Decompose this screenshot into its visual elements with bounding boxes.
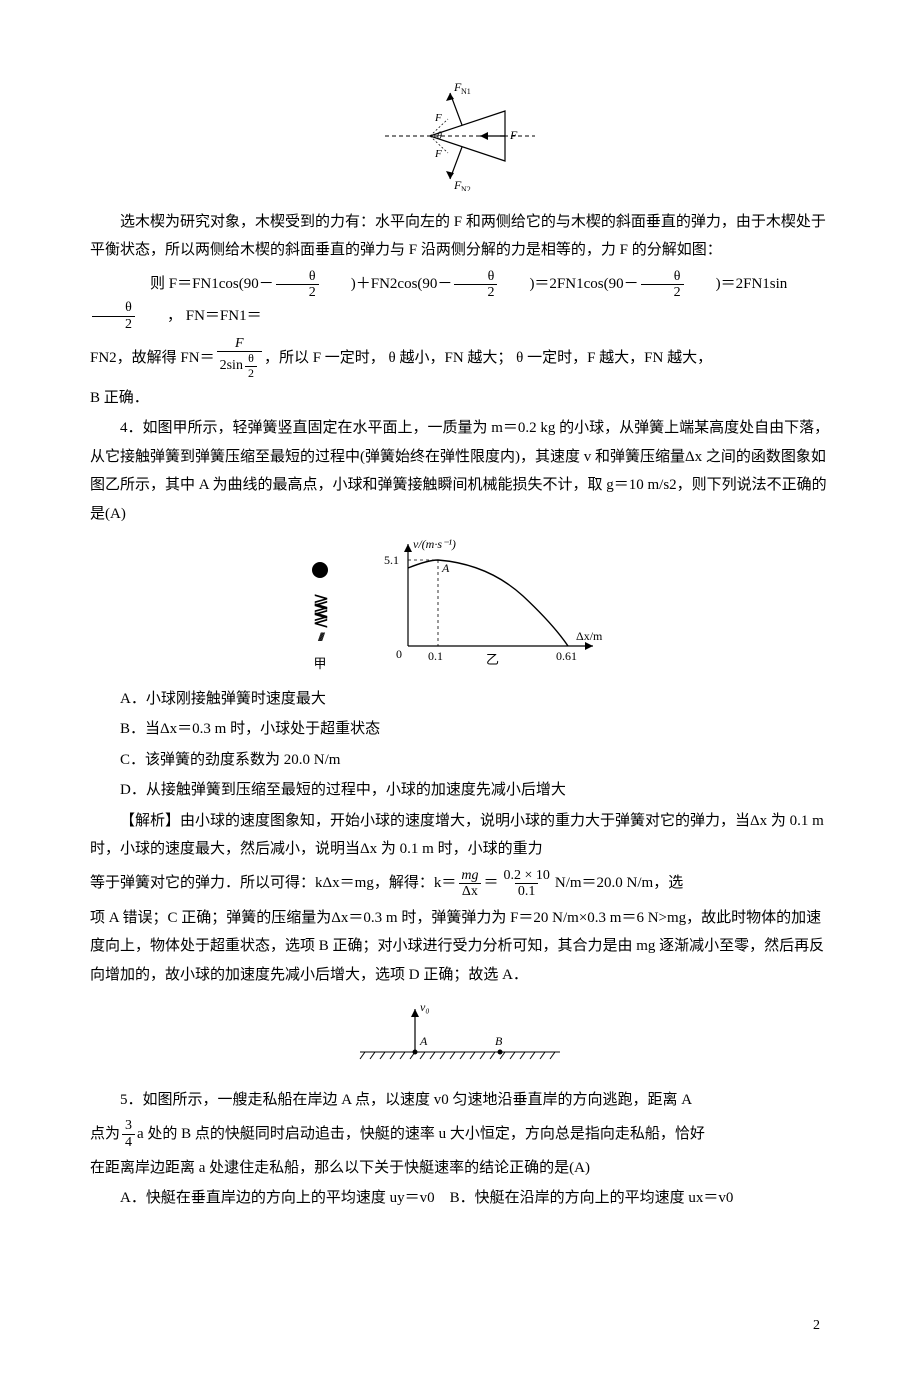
q4-stem: 4．如图甲所示，轻弹簧竖直固定在水平面上，一质量为 m＝0.2 kg 的小球，从… [90,414,830,528]
svg-text:F: F [434,112,442,124]
svg-text:A: A [441,561,450,575]
frac-theta-2-b: θ 2 [454,269,497,301]
eq2-pre: FN2，故解得 FN＝ [90,344,215,373]
svg-text:F: F [434,148,442,160]
svg-text:B: B [495,1034,503,1048]
q5-line2-post: a 处的 B 点的快艇同时启动追击，快艇的速率 u 大小恒定，方向总是指向走私船… [137,1120,705,1149]
q5-line2-pre: 点为 [90,1120,120,1149]
q4-explain-p2: 项 A 错误；C 正确；弹簧的压缩量为Δx＝0.3 m 时，弹簧弹力为 F＝20… [90,904,830,990]
big-frac: F 2sinθ2 [217,336,262,380]
page-number: 2 [90,1313,830,1340]
q5-stem-line1: 5．如图所示，一艘走私船在岸边 A 点，以速度 v0 匀速地沿垂直岸的方向逃跑，… [90,1086,830,1115]
svg-text:v₀: v₀ [420,1000,430,1014]
eq1-mid2: )＝2FN1cos(90－ [499,270,638,299]
svg-text:乙: 乙 [486,652,499,666]
eq2-mid: ，所以 F 一定时， θ 越小，FN 越大； θ 一定时，F 越大，FN 越大， [264,344,712,373]
equation-1: 则 F＝FN1cos(90－ θ 2 )＋FN2cos(90－ θ 2 )＝2F… [90,269,830,333]
q4-option-d: D．从接触弹簧到压缩至最短的过程中，小球的加速度先减小后增大 [90,776,830,805]
wedge-figure: F N1 F N2 F F θ F [90,81,830,202]
eq1-pre: 则 F＝FN1cos(90－ [120,270,274,299]
eq2-tail-line: B 正确． [90,384,830,413]
wedge-svg: F N1 F N2 F F θ F [380,81,540,191]
svg-text:v/(m·s⁻¹): v/(m·s⁻¹) [413,537,456,551]
ball-icon [312,562,328,578]
q4-explain-p1: 【解析】由小球的速度图象知，开始小球的速度增大，说明小球的重力大于弹簧对它的弹力… [90,807,830,864]
frac-theta-2-a: θ 2 [276,269,319,301]
q4-explain-eq: 等于弹簧对它的弹力．所以可得：kΔx＝mg，解得：k＝ mg Δx ＝ 0.2 … [90,868,830,900]
q4-expl-mid: ＝ [483,869,498,898]
eq1-mid3: )＝2FN1sin [686,270,788,299]
q4-expl-pre: 等于弹簧对它的弹力．所以可得：kΔx＝mg，解得：k＝ [90,869,456,898]
q5-stem-line2: 点为 3 4 a 处的 B 点的快艇同时启动追击，快艇的速率 u 大小恒定，方向… [90,1118,830,1150]
equation-2: FN2，故解得 FN＝ F 2sinθ2 ，所以 F 一定时， θ 越小，FN … [90,336,830,380]
q5-stem-line3: 在距离岸边距离 a 处逮住走私船，那么以下关于快艇速率的结论正确的是(A) [90,1154,830,1183]
svg-text:0.61: 0.61 [556,649,577,663]
frac-theta-2-d: θ 2 [92,300,135,332]
eq1-tail: ， FN＝FN1＝ [137,302,262,331]
frac-3-4: 3 4 [122,1118,135,1150]
svg-text:A: A [419,1034,428,1048]
ground-icon: /////// [318,625,322,650]
spring-figure: ≷≷≷ /////// 甲 [312,562,328,676]
spring-icon: ≷≷≷ [313,598,328,625]
velocity-graph: v/(m·s⁻¹) 5.1 A 0 0.1 0.61 Δx/m 乙 [378,536,608,677]
q4-expl-tail: N/m＝20.0 N/m，选 [555,869,683,898]
q4-figure-row: ≷≷≷ /////// 甲 v/(m·s⁻¹) 5.1 A 0 0.1 0.61… [90,536,830,677]
q4-option-c: C．该弹簧的劲度系数为 20.0 N/m [90,746,830,775]
wedge-intro-paragraph: 选木楔为研究对象，木楔受到的力有：水平向左的 F 和两侧给它的与木楔的斜面垂直的… [90,208,830,265]
boat-figure: v₀ A B [90,997,830,1078]
q4-option-b: B．当Δx＝0.3 m 时，小球处于超重状态 [90,715,830,744]
q5-options-line: A．快艇在垂直岸边的方向上的平均速度 uy＝v0 B．快艇在沿岸的方向上的平均速… [90,1184,830,1213]
svg-text:0: 0 [396,647,402,661]
svg-text:F: F [509,128,518,142]
svg-text:Δx/m: Δx/m [576,629,603,643]
q4-option-a: A．小球刚接触弹簧时速度最大 [90,685,830,714]
svg-text:θ: θ [437,131,442,142]
svg-text:N1: N1 [461,87,471,96]
eq1-mid1: )＋FN2cos(90－ [321,270,453,299]
svg-text:0.1: 0.1 [428,649,443,663]
frac-numeric: 0.2 × 10 0.1 [500,868,552,900]
svg-text:N2: N2 [461,185,471,191]
frac-theta-2-c: θ 2 [641,269,684,301]
svg-text:5.1: 5.1 [384,553,399,567]
frac-mg-dx: mg Δx [458,868,481,900]
caption-left: 甲 [313,652,326,677]
